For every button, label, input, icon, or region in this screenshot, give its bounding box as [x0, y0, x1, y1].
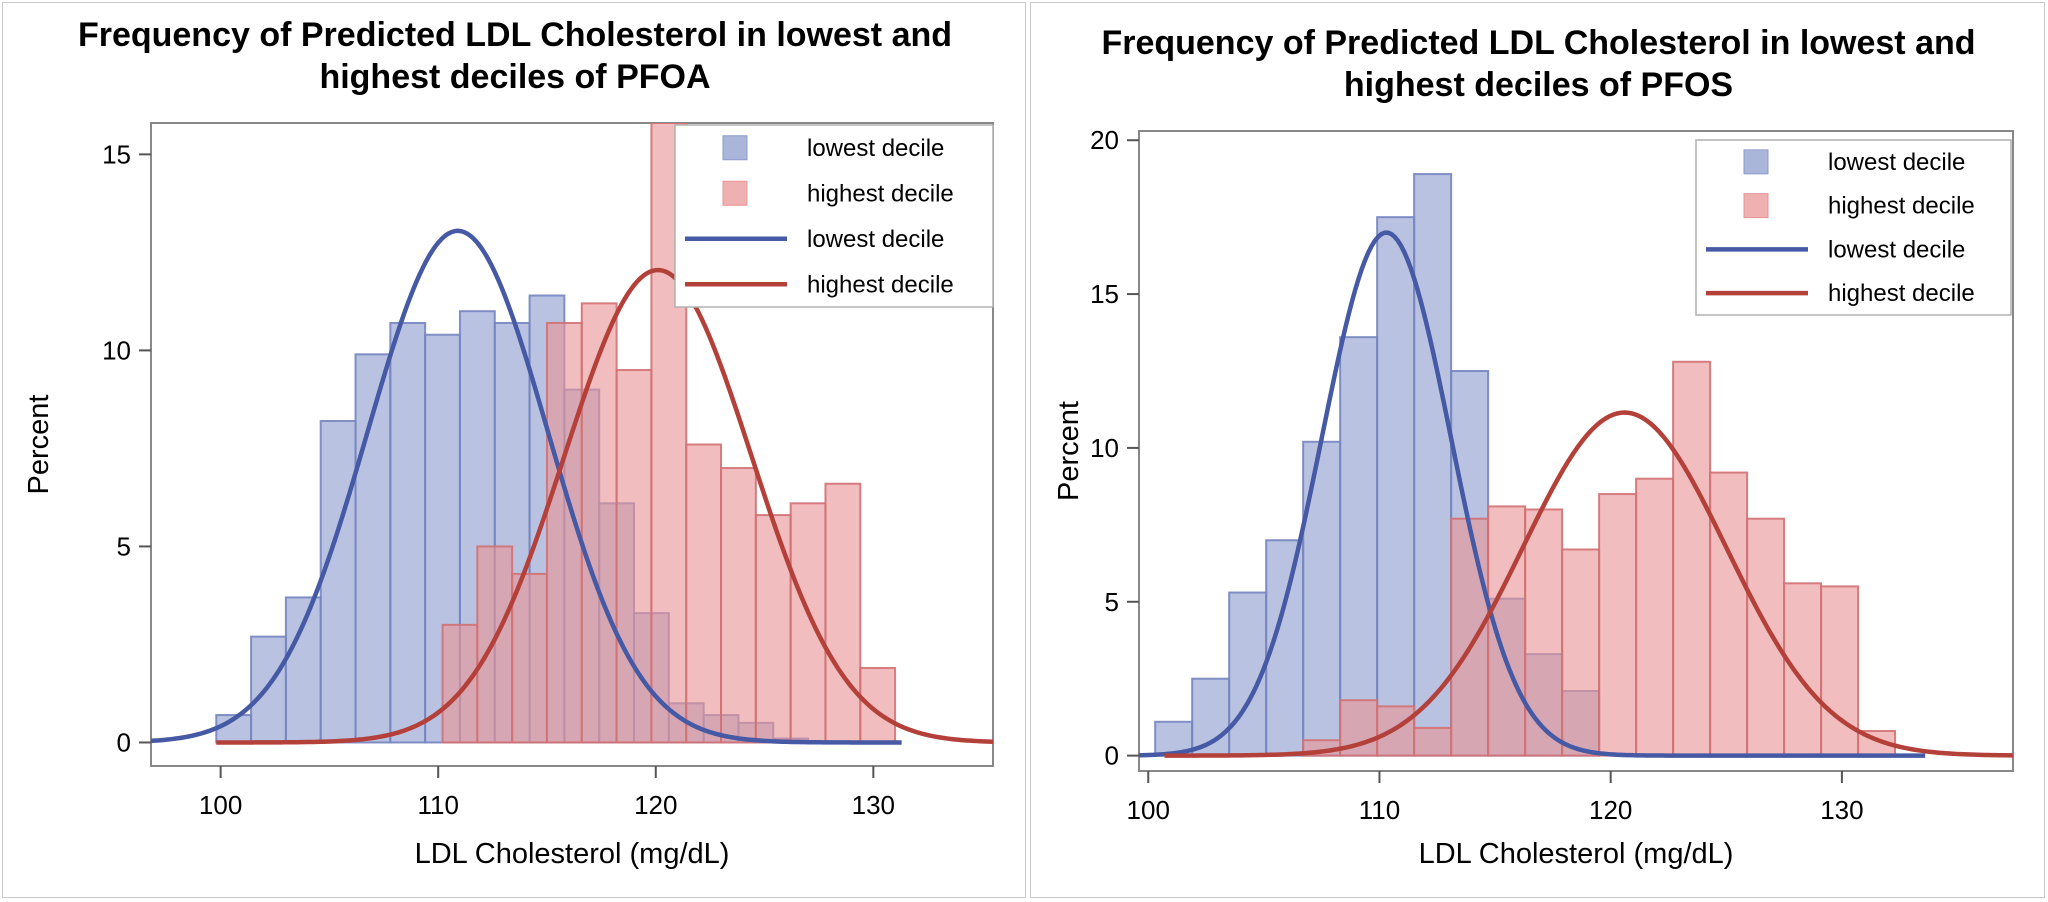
chart-panel-pfoa: Frequency of Predicted LDL Cholesterol i…	[2, 2, 1026, 898]
legend-label: highest decile	[1828, 193, 1975, 220]
x-tick-label: 120	[634, 790, 677, 820]
legend: lowest decile highest decile lowest decile…	[1695, 139, 2012, 316]
y-tick-label: 15	[1090, 279, 1119, 309]
legend-swatch	[1743, 193, 1769, 219]
histogram-bar	[580, 302, 618, 744]
chart-panel-pfos: Frequency of Predicted LDL Cholesterol i…	[1030, 2, 2045, 898]
legend-label: lowest decile	[807, 135, 944, 162]
histogram-bar	[250, 635, 287, 744]
histogram-bar	[1635, 477, 1675, 757]
histogram-bar	[1783, 582, 1823, 757]
y-axis-label: Percent	[1053, 401, 1085, 501]
histogram-bar	[1709, 471, 1749, 757]
histogram-bar	[720, 467, 757, 744]
y-tick-label: 10	[1090, 433, 1119, 463]
histogram-bar	[685, 443, 723, 744]
y-tick-label: 5	[1105, 587, 1119, 617]
chart-title-line: highest deciles of PFOA	[319, 58, 710, 96]
y-tick-label: 20	[1090, 125, 1119, 155]
y-tick-label: 0	[1105, 741, 1119, 771]
histogram-bar	[789, 502, 827, 744]
y-tick-label: 15	[102, 139, 131, 169]
chart-title-line: Frequency of Predicted LDL Cholesterol i…	[78, 16, 952, 54]
chart-title-line: Frequency of Predicted LDL Cholesterol i…	[1101, 24, 1975, 62]
x-tick-label: 130	[1820, 795, 1863, 825]
histogram-bar	[1450, 517, 1490, 757]
x-tick-label: 100	[1127, 795, 1170, 825]
histogram-bar	[1746, 517, 1786, 757]
plot-marks	[1139, 173, 2013, 758]
x-tick-label: 130	[852, 790, 895, 820]
density-curve	[1139, 230, 1926, 758]
legend-swatch	[722, 135, 748, 161]
histogram-bar	[1487, 505, 1527, 757]
legend-label: lowest decile	[1828, 236, 1965, 263]
plot-area-frame	[150, 122, 994, 767]
legend-label: highest decile	[1828, 280, 1975, 307]
legend: lowest decile highest decile lowest decile…	[674, 124, 994, 308]
x-tick-label: 110	[417, 790, 458, 820]
y-tick-label: 5	[117, 531, 131, 561]
histogram-bar	[476, 545, 514, 744]
legend-swatch	[722, 180, 748, 206]
histogram-bar	[1376, 216, 1416, 757]
histogram-bar	[1561, 548, 1601, 757]
histogram-bar	[1376, 705, 1416, 757]
histogram-bar	[1413, 726, 1453, 757]
histogram-bar	[389, 321, 427, 744]
histogram-bar	[319, 419, 357, 744]
legend-label: highest decile	[807, 271, 954, 298]
y-axis-label: Percent	[23, 395, 55, 495]
y-tick-label: 0	[117, 727, 131, 757]
density-curve	[151, 228, 902, 745]
histogram-bar	[1302, 440, 1342, 757]
x-axis-label: LDL Cholesterol (mg/dL)	[1419, 838, 1734, 870]
histogram-bar	[1339, 336, 1379, 757]
legend-swatch	[1743, 149, 1769, 175]
density-curve	[1164, 410, 2013, 758]
legend-label: highest decile	[807, 180, 954, 207]
histogram-bar	[354, 353, 392, 744]
histogram-bar	[824, 482, 862, 744]
histogram-bar	[1413, 173, 1453, 757]
chart-title-line: highest deciles of PFOS	[1344, 66, 1733, 104]
histogram-bar	[754, 514, 792, 744]
histogram-bar	[1598, 493, 1638, 757]
density-curve	[216, 267, 993, 745]
legend-label: lowest decile	[807, 226, 944, 253]
chart-svg-pfoa: Frequency of Predicted LDL Cholesterol i…	[23, 16, 994, 870]
plot-area-frame	[1138, 130, 2014, 772]
x-tick-label: 110	[1359, 795, 1400, 825]
histogram-bar	[511, 572, 548, 744]
x-tick-label: 120	[1589, 795, 1632, 825]
histogram-bar	[1524, 508, 1564, 757]
y-tick-label: 10	[102, 335, 131, 365]
histogram-bar	[441, 623, 479, 744]
x-tick-label: 100	[199, 790, 242, 820]
histogram-bar	[1672, 360, 1712, 757]
x-axis-label: LDL Cholesterol (mg/dL)	[415, 838, 730, 870]
plot-marks	[151, 123, 993, 745]
chart-svg-pfos: Frequency of Predicted LDL Cholesterol i…	[1053, 24, 2014, 870]
legend-label: lowest decile	[1828, 149, 1965, 176]
